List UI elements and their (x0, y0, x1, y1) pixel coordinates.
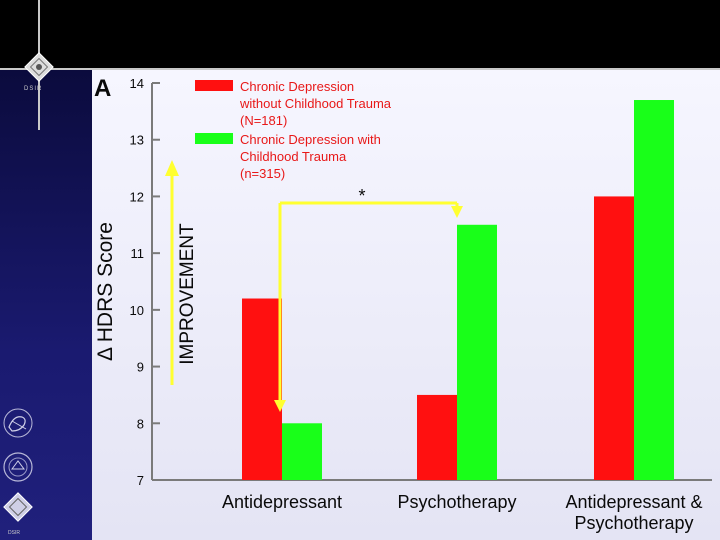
legend-entry: Chronic Depression with (240, 132, 381, 147)
diamond-seal-icon (24, 52, 54, 82)
bar (594, 196, 634, 480)
circular-seal-icon (3, 452, 33, 482)
y-tick-label: 7 (137, 473, 144, 488)
bracket-left-arrowhead (274, 400, 286, 412)
x-category-label: Antidepressant & (565, 492, 702, 512)
legend-entry: Chronic Depression (240, 79, 354, 94)
improvement-label: IMPROVEMENT (177, 223, 198, 365)
legend-swatch (195, 80, 233, 91)
top-logo-caption: DSIR (24, 86, 43, 92)
bottom-logo-caption: DSIR (8, 530, 20, 536)
y-tick-label: 14 (130, 76, 144, 91)
y-axis-title: Δ HDRS Score (94, 222, 117, 361)
legend-entry: (N=181) (240, 113, 287, 128)
title-band (0, 0, 720, 68)
bar-chart: A 7 8 9 10 11 12 13 14 Δ HDRS Score Antidepressant… (92, 70, 720, 540)
diamond-seal-icon (3, 492, 33, 522)
significance-marker: * (358, 186, 365, 206)
legend-entry: Childhood Trauma (240, 149, 347, 164)
bracket-right-arrowhead (451, 206, 463, 218)
bar (457, 224, 497, 480)
bar-layer (242, 100, 674, 480)
hhs-eagle-icon (3, 408, 33, 438)
improvement-arrowhead (165, 160, 179, 176)
bar (242, 298, 282, 480)
top-divider-line (0, 68, 720, 70)
y-tick-label: 13 (130, 133, 144, 148)
legend-entry: without Childhood Trauma (239, 96, 392, 111)
bar (282, 423, 322, 480)
left-sidebar (0, 70, 92, 540)
y-tick-label: 11 (131, 246, 145, 261)
x-category-label: Antidepressant (222, 492, 342, 512)
y-tick-label: 12 (130, 189, 144, 204)
y-tick-label: 10 (130, 303, 144, 318)
panel-letter: A (94, 75, 111, 102)
legend-layer: Chronic Depression without Childhood Trau… (195, 79, 392, 181)
bar (417, 394, 457, 480)
legend-entry: (n=315) (240, 166, 285, 181)
label-layer: A 7 8 9 10 11 12 13 14 Δ HDRS Score Antidepressant… (94, 75, 703, 533)
side-logos (3, 408, 33, 522)
x-category-label: Psychotherapy (397, 492, 516, 512)
annotation-layer: IMPROVEMENT * (165, 160, 463, 412)
y-tick-label: 9 (137, 360, 144, 375)
y-tick-label: 8 (137, 416, 144, 431)
bar (634, 100, 674, 480)
legend-swatch (195, 133, 233, 144)
x-category-label: Psychotherapy (574, 513, 693, 533)
